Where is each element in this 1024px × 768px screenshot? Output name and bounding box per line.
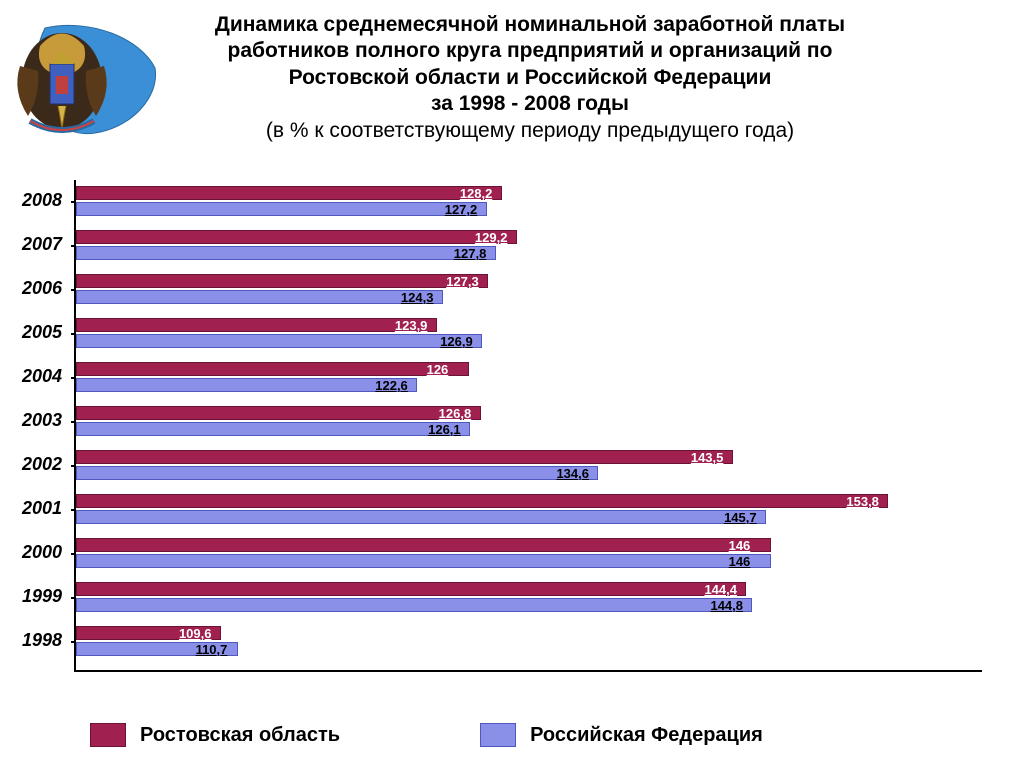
value-label-rf: 127,2 xyxy=(445,202,478,217)
value-label-rostov: 146 xyxy=(729,538,751,553)
bar-rf xyxy=(76,378,417,392)
bar-rf xyxy=(76,246,496,260)
title-line-3: Ростовской области и Российской Федераци… xyxy=(180,65,880,91)
year-label: 2008 xyxy=(10,190,62,211)
value-label-rostov: 143,5 xyxy=(691,450,724,465)
value-label-rf: 122,6 xyxy=(375,378,408,393)
bar-rf xyxy=(76,290,443,304)
bar-rostov xyxy=(76,582,746,596)
y-axis-labels: 2008 2007 2006 2005 2004 2003 2002 2001 2000 1999… xyxy=(10,180,68,670)
legend-swatch-rf xyxy=(480,723,516,747)
title-line-2: работников полного круга предприятий и о… xyxy=(180,38,880,64)
page: Динамика среднемесячной номинальной зара… xyxy=(0,0,1024,768)
legend-swatch-rostov xyxy=(90,723,126,747)
value-label-rf: 146 xyxy=(729,554,751,569)
bar-rf xyxy=(76,510,766,524)
value-label-rostov: 109,6 xyxy=(179,626,212,641)
value-label-rf: 124,3 xyxy=(401,290,434,305)
legend-item-rostov: Ростовская область xyxy=(90,723,340,747)
value-label-rostov: 123,9 xyxy=(395,318,428,333)
bar-rostov xyxy=(76,318,437,332)
value-label-rf: 145,7 xyxy=(724,510,757,525)
value-label-rostov: 126 xyxy=(427,362,449,377)
year-label: 2001 xyxy=(10,498,62,519)
bar-rostov xyxy=(76,450,733,464)
value-label-rf: 127,8 xyxy=(454,246,487,261)
bar-rostov xyxy=(76,274,488,288)
bar-rostov xyxy=(76,494,888,508)
title-line-4: за 1998 - 2008 годы xyxy=(180,91,880,117)
value-label-rostov: 144,4 xyxy=(704,582,737,597)
bar-rostov xyxy=(76,362,469,376)
region-emblem xyxy=(10,18,160,143)
bar-rf xyxy=(76,554,771,568)
bar-rf xyxy=(76,334,482,348)
year-label: 2005 xyxy=(10,322,62,343)
value-label-rostov: 126,8 xyxy=(439,406,472,421)
title-line-1: Динамика среднемесячной номинальной зара… xyxy=(180,12,880,38)
bar-rostov xyxy=(76,538,771,552)
value-label-rf: 126,9 xyxy=(440,334,473,349)
legend-label-rf: Российская Федерация xyxy=(530,724,763,747)
year-label: 2002 xyxy=(10,454,62,475)
value-label-rf: 110,7 xyxy=(196,642,228,657)
year-label: 2003 xyxy=(10,410,62,431)
value-label-rf: 126,1 xyxy=(428,422,461,437)
value-label-rf: 144,8 xyxy=(710,598,743,613)
year-label: 2007 xyxy=(10,234,62,255)
legend-item-rf: Российская Федерация xyxy=(480,723,763,747)
value-label-rostov: 129,2 xyxy=(475,230,508,245)
bar-rf xyxy=(76,466,598,480)
value-label-rostov: 127,3 xyxy=(446,274,479,289)
bar-rf xyxy=(76,202,487,216)
bar-rostov xyxy=(76,406,481,420)
year-label: 2004 xyxy=(10,366,62,387)
bar-rf xyxy=(76,422,470,436)
subtitle: (в % к соответствующему периоду предыдущ… xyxy=(180,119,880,143)
legend: Ростовская область Российская Федерация xyxy=(90,715,930,755)
year-label: 1998 xyxy=(10,630,62,651)
bar-rostov xyxy=(76,230,517,244)
bar-rf xyxy=(76,598,752,612)
salary-dynamics-chart: 2008 2007 2006 2005 2004 2003 2002 2001 2000 1999… xyxy=(10,180,980,685)
year-label: 2006 xyxy=(10,278,62,299)
header: Динамика среднемесячной номинальной зара… xyxy=(180,12,880,143)
plot-area: 128,2127,2 129,2127,8 127,3 124,3 123,9 126,9… xyxy=(74,180,982,672)
year-label: 1999 xyxy=(10,586,62,607)
bar-rostov xyxy=(76,186,502,200)
value-label-rostov: 128,2 xyxy=(460,186,493,201)
value-label-rf: 134,6 xyxy=(556,466,589,481)
year-label: 2000 xyxy=(10,542,62,563)
legend-label-rostov: Ростовская область xyxy=(140,724,340,747)
value-label-rostov: 153,8 xyxy=(846,494,879,509)
